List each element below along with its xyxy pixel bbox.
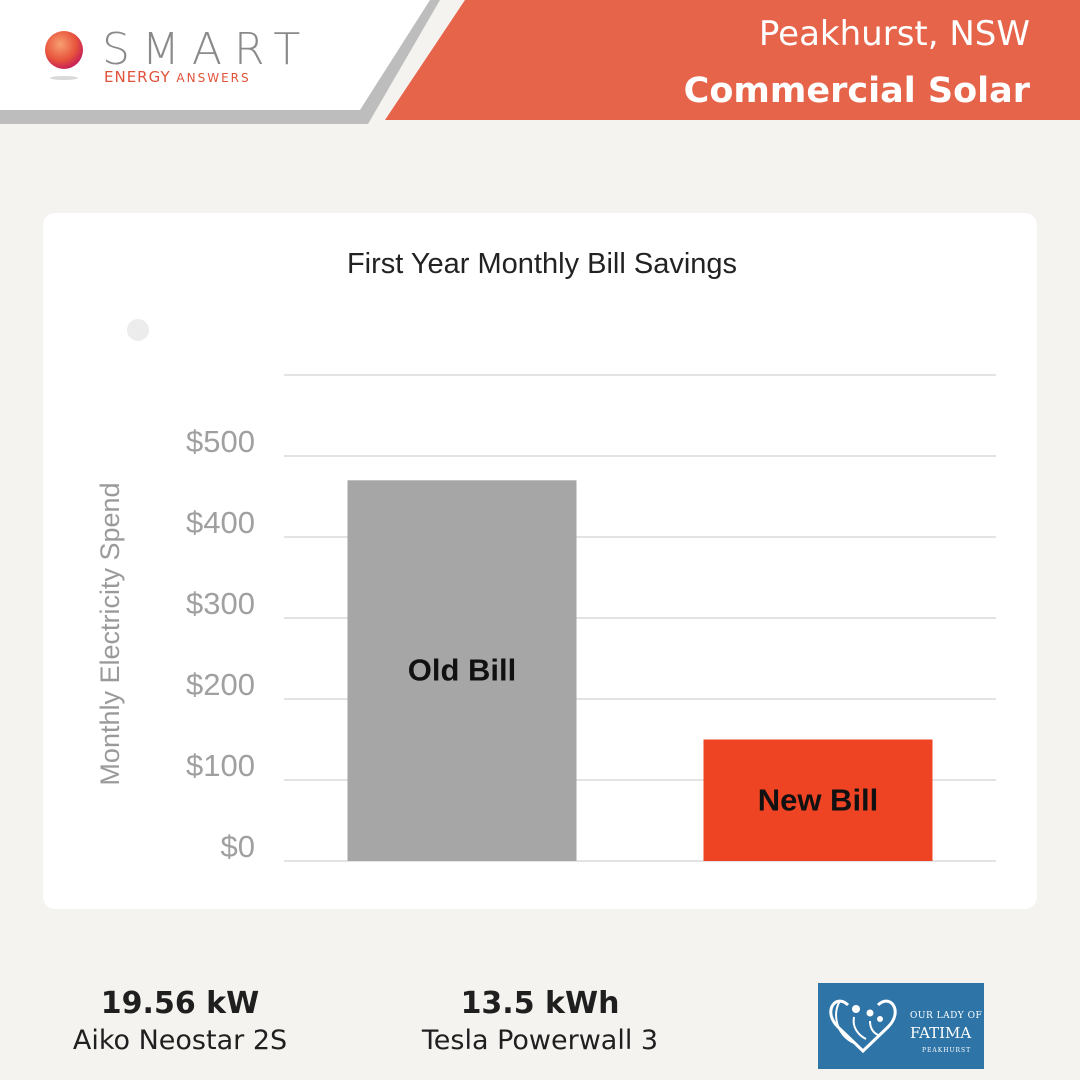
battery-model: Tesla Powerwall 3 bbox=[421, 1025, 659, 1056]
bar-label: New Bill bbox=[758, 782, 879, 817]
battery-spec: 13.5 kWh Tesla Powerwall 3 bbox=[380, 985, 700, 1059]
partner-logo: OUR LADY OF FATIMA PEAKHURST bbox=[818, 983, 984, 1069]
solar-panel-spec: 19.56 kW Aiko Neostar 2S bbox=[30, 985, 330, 1059]
logo-tag-answers: ANSWERS bbox=[176, 71, 251, 85]
battery-capacity: 13.5 kWh bbox=[460, 986, 620, 1021]
y-tick-labels: $0 $100 $200 $300 $400 $500 bbox=[186, 424, 255, 864]
logo-tagline: ENERGY ANSWERS bbox=[104, 68, 251, 87]
panel-power: 19.56 kW bbox=[100, 986, 260, 1021]
bar-labels: Old Bill New Bill bbox=[408, 653, 879, 818]
legend-dot bbox=[127, 319, 149, 341]
bar-old-bill bbox=[347, 480, 577, 861]
y-tick-label: $300 bbox=[186, 586, 255, 621]
partner-line1: OUR LADY OF bbox=[910, 1011, 983, 1021]
project-type-text: Commercial Solar bbox=[683, 71, 1030, 111]
logo-tag-energy: ENERGY bbox=[104, 68, 177, 86]
partner-line3: PEAKHURST bbox=[922, 1047, 972, 1054]
panel-model: Aiko Neostar 2S bbox=[72, 1025, 288, 1056]
y-tick-label: $200 bbox=[186, 667, 255, 702]
logo-wordmark: SMART bbox=[102, 24, 313, 75]
bar-label: Old Bill bbox=[408, 653, 517, 688]
y-tick-label: $400 bbox=[186, 505, 255, 540]
bars bbox=[347, 480, 933, 861]
chart-title: First Year Monthly Bill Savings bbox=[347, 248, 737, 280]
y-tick-label: $500 bbox=[186, 424, 255, 459]
bar-chart: First Year Monthly Bill Savings Monthly … bbox=[95, 248, 996, 864]
y-tick-label: $0 bbox=[221, 829, 255, 864]
y-tick-label: $100 bbox=[186, 748, 255, 783]
y-axis-label: Monthly Electricity Spend bbox=[95, 482, 125, 785]
bar-new-bill bbox=[703, 739, 933, 861]
sun-icon bbox=[45, 31, 83, 80]
header-banner bbox=[0, 0, 1080, 124]
location-text: Peakhurst, NSW bbox=[758, 14, 1030, 54]
chart-card: First Year Monthly Bill Savings Monthly … bbox=[43, 213, 1037, 909]
heart-figures-icon bbox=[829, 999, 897, 1054]
partner-line2: FATIMA bbox=[910, 1024, 972, 1042]
company-logo: SMART ENERGY ANSWERS bbox=[42, 28, 312, 88]
